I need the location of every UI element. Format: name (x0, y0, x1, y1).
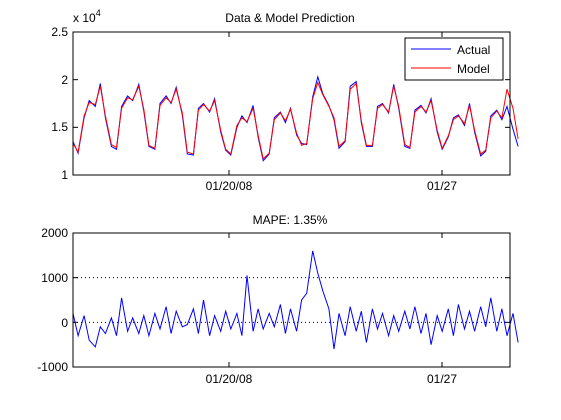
bottom-ytick-label: 1000 (41, 271, 68, 285)
bottom-xtick-label: 01/27 (427, 372, 457, 386)
top-chart-title: Data & Model Prediction (225, 11, 354, 25)
legend-box (404, 37, 504, 81)
top-x-ticks: 01/20/08 01/27 (206, 32, 457, 193)
bottom-xtick-label: 01/20/08 (206, 372, 253, 386)
bottom-ytick-label: 0 (61, 316, 68, 330)
bottom-axes-frame (72, 232, 511, 368)
top-axes-frame (72, 31, 511, 176)
top-y-ticks: 1 1.5 2 2.5 (51, 25, 510, 182)
top-ytick-label: 2 (61, 73, 68, 87)
bottom-chart-title: MAPE: 1.35% (253, 213, 328, 227)
top-xtick-label: 01/27 (427, 179, 457, 193)
top-model-series-line (72, 81, 519, 160)
top-xtick-label: 01/20/08 (206, 179, 253, 193)
top-axes: Data & Model Prediction x 104 1 1.5 2 2.… (51, 8, 519, 193)
legend-actual-label: Actual (457, 43, 490, 57)
bottom-error-series-line (72, 250, 519, 350)
bottom-ytick-label: -1000 (37, 360, 68, 374)
bottom-axes: MAPE: 1.35% -1000 0 1000 2000 01/20/08 (37, 213, 519, 386)
top-ytick-label: 2.5 (51, 25, 68, 39)
top-ytick-label: 1 (61, 168, 68, 182)
top-ytick-label: 1.5 (51, 120, 68, 134)
legend: Actual Model (404, 37, 504, 81)
bottom-x-ticks: 01/20/08 01/27 (206, 233, 457, 386)
legend-model-label: Model (457, 62, 490, 76)
bottom-ytick-label: 2000 (41, 226, 68, 240)
top-y-scale-label: x 104 (73, 8, 101, 25)
top-series-layer (72, 74, 519, 162)
bottom-y-ticks: -1000 0 1000 2000 (37, 226, 510, 374)
